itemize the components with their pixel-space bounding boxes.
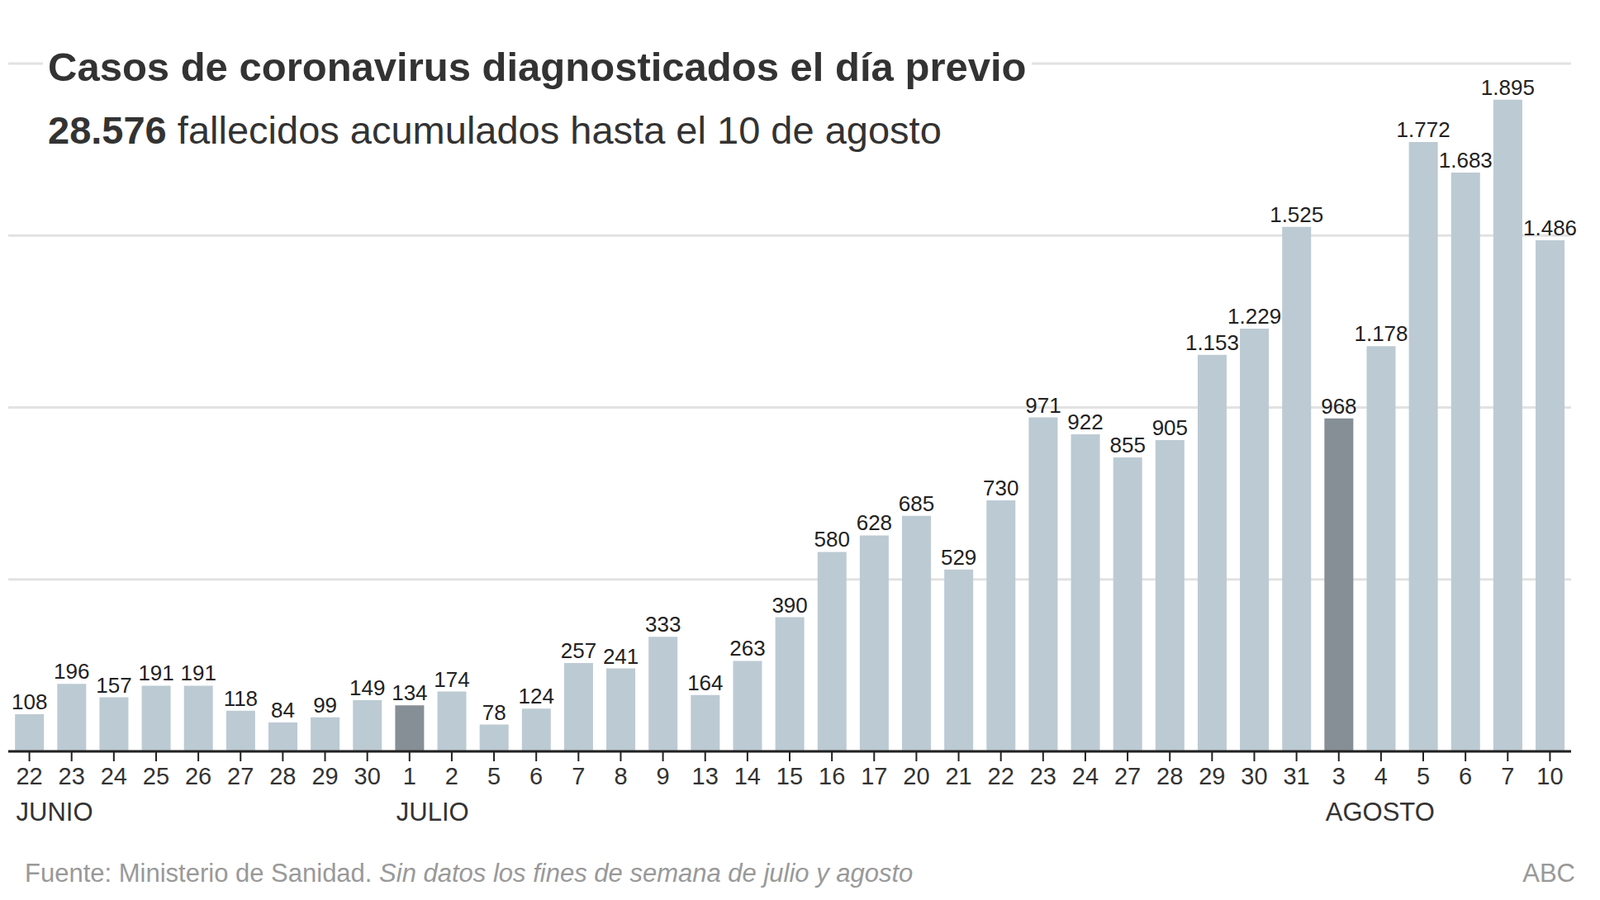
svg-text:855: 855 [1109, 432, 1145, 458]
svg-text:241: 241 [602, 644, 639, 670]
svg-text:28: 28 [1156, 763, 1183, 790]
html-text:Fuente: Ministerio de Sanidad.: Fuente: Ministerio de Sanidad. Sin datos… [24, 859, 913, 888]
svg-text:22: 22 [15, 763, 43, 790]
svg-text:968: 968 [1320, 394, 1357, 419]
svg-text:17: 17 [860, 763, 888, 790]
svg-text:263: 263 [729, 636, 765, 661]
svg-text:1.153: 1.153 [1185, 330, 1240, 356]
svg-text:1.772: 1.772 [1396, 117, 1451, 143]
svg-text:971: 971 [1025, 393, 1061, 418]
svg-text:6: 6 [1458, 763, 1472, 790]
svg-text:JULIO: JULIO [396, 797, 470, 827]
svg-text:5: 5 [1416, 763, 1430, 790]
svg-text:4: 4 [1374, 763, 1388, 790]
svg-text:27: 27 [1114, 763, 1141, 790]
svg-text:31: 31 [1282, 763, 1310, 790]
svg-text:99: 99 [313, 693, 338, 718]
svg-text:1.229: 1.229 [1227, 303, 1282, 329]
svg-text:730: 730 [982, 475, 1019, 501]
svg-text:124: 124 [518, 683, 555, 709]
svg-text:20: 20 [902, 763, 930, 790]
svg-text:21: 21 [944, 763, 972, 790]
svg-text:1.486: 1.486 [1523, 215, 1577, 241]
svg-text:30: 30 [1240, 763, 1268, 790]
svg-text:191: 191 [137, 660, 174, 686]
svg-text:149: 149 [349, 675, 385, 701]
svg-text:30: 30 [354, 763, 381, 790]
svg-text:529: 529 [940, 545, 977, 570]
svg-text:28: 28 [269, 763, 296, 790]
svg-text:29: 29 [1198, 763, 1225, 790]
svg-text:7: 7 [1500, 763, 1515, 790]
svg-text:164: 164 [687, 670, 723, 696]
svg-text:24: 24 [1072, 763, 1099, 790]
svg-text:16: 16 [818, 763, 846, 790]
svg-text:6: 6 [529, 763, 543, 790]
svg-text:2: 2 [445, 763, 459, 790]
svg-text:390: 390 [771, 593, 808, 618]
svg-text:14: 14 [734, 763, 761, 790]
svg-text:1: 1 [403, 763, 417, 790]
html-text:Casos de coronavirus diagnosti: Casos de coronavirus diagnosticados el d… [47, 44, 1027, 90]
svg-text:196: 196 [53, 659, 90, 684]
svg-text:685: 685 [898, 491, 935, 517]
svg-text:22: 22 [987, 763, 1015, 790]
svg-text:23: 23 [58, 763, 86, 790]
svg-text:118: 118 [223, 686, 258, 712]
svg-text:13: 13 [692, 763, 719, 790]
svg-text:257: 257 [560, 638, 597, 664]
svg-text:10: 10 [1536, 763, 1563, 790]
svg-text:922: 922 [1067, 409, 1103, 435]
svg-text:25: 25 [142, 763, 170, 790]
svg-text:905: 905 [1152, 415, 1188, 441]
html-text:28.576 fallecidos acumulados h: 28.576 fallecidos acumulados hasta el 10… [47, 108, 942, 152]
svg-text:29: 29 [311, 763, 338, 790]
svg-text:1.895: 1.895 [1481, 75, 1535, 100]
svg-text:9: 9 [656, 763, 670, 790]
svg-text:3: 3 [1332, 763, 1346, 790]
svg-text:1.525: 1.525 [1269, 202, 1324, 228]
svg-text:108: 108 [11, 689, 48, 715]
svg-text:JUNIO: JUNIO [16, 797, 94, 827]
svg-text:333: 333 [645, 612, 681, 637]
svg-text:24: 24 [100, 763, 128, 790]
svg-text:1.178: 1.178 [1353, 321, 1408, 347]
svg-text:15: 15 [776, 763, 803, 790]
svg-text:26: 26 [185, 763, 212, 790]
svg-text:7: 7 [571, 763, 585, 790]
svg-text:134: 134 [391, 680, 428, 706]
html-text:ABC: ABC [1522, 859, 1576, 888]
svg-text:628: 628 [856, 510, 893, 536]
svg-text:23: 23 [1030, 763, 1057, 790]
svg-text:191: 191 [180, 660, 217, 686]
svg-text:5: 5 [487, 763, 501, 790]
svg-text:78: 78 [482, 700, 507, 726]
svg-text:AGOSTO: AGOSTO [1325, 797, 1435, 827]
svg-text:27: 27 [227, 763, 254, 790]
svg-text:8: 8 [613, 763, 627, 790]
svg-text:84: 84 [270, 697, 295, 723]
svg-text:1.683: 1.683 [1438, 147, 1493, 173]
svg-text:580: 580 [814, 527, 850, 552]
svg-text:174: 174 [433, 667, 470, 693]
svg-text:157: 157 [95, 673, 132, 698]
